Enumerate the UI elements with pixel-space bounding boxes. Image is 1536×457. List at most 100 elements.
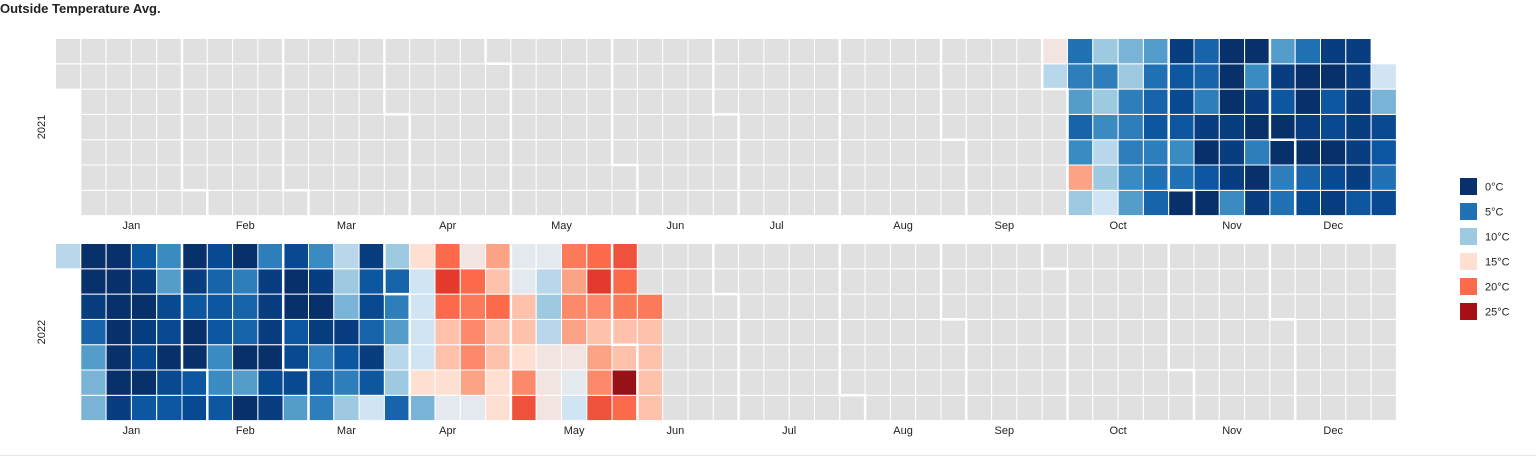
day-cell [1193, 268, 1220, 295]
day-cell [712, 139, 740, 166]
day-cell [864, 243, 891, 270]
day-cells [55, 243, 1397, 422]
day-cell [738, 113, 765, 141]
day-cell [1269, 38, 1296, 65]
day-cell [889, 63, 917, 90]
day-cell [383, 88, 411, 115]
day-cell [712, 318, 740, 346]
day-cell [889, 369, 917, 396]
day-cell [1244, 394, 1271, 422]
day-cell [687, 88, 714, 115]
day-cell [485, 88, 512, 115]
day-cell [485, 63, 512, 90]
day-cell [409, 344, 436, 371]
day-cell [1168, 88, 1195, 115]
day-cell [940, 139, 967, 166]
day-cell [1244, 344, 1271, 371]
day-cell [788, 268, 816, 295]
day-cell [333, 394, 360, 422]
day-cell [206, 88, 234, 115]
month-boundary [712, 243, 740, 421]
day-cell [712, 293, 740, 320]
day-cell [1016, 344, 1043, 371]
day-cell [434, 88, 461, 115]
day-cell [358, 164, 385, 191]
day-cell [80, 344, 107, 371]
day-cell [915, 38, 942, 65]
day-cell [358, 139, 385, 166]
day-cell [1269, 293, 1296, 320]
day-cell [308, 189, 335, 217]
day-cell [156, 88, 183, 115]
day-cell [1168, 164, 1195, 191]
day-cell [611, 268, 638, 295]
day-cell [738, 38, 765, 65]
day-cell [814, 139, 841, 166]
day-cell [788, 394, 816, 422]
day-cell [383, 318, 411, 346]
day-cell [1370, 164, 1397, 191]
day-cell [687, 318, 714, 346]
day-cell [1370, 63, 1397, 90]
day-cell [80, 139, 107, 166]
month-labels: Jan Feb Mar Apr May Jun Jul Aug Sep Oct Nov Dec [123, 425, 1344, 437]
month-boundary [1268, 243, 1297, 421]
day-cell [206, 268, 234, 295]
month-boundary [1167, 243, 1196, 421]
day-cell [814, 369, 841, 396]
day-cell [1218, 189, 1246, 217]
day-cell [232, 113, 259, 141]
day-cell [130, 164, 158, 191]
day-cell [80, 318, 107, 346]
day-cell [485, 164, 512, 191]
day-cell [1041, 293, 1068, 320]
day-cell [1269, 394, 1296, 422]
day-cell [1218, 88, 1246, 115]
day-cell [1193, 113, 1220, 141]
day-cell [814, 344, 841, 371]
day-cell [889, 189, 917, 217]
day-cell [485, 113, 512, 141]
day-cell [561, 139, 588, 166]
month-label: Sep [995, 220, 1015, 232]
day-cell [940, 369, 967, 396]
day-cell [485, 344, 512, 371]
month-boundary [939, 38, 968, 216]
day-cell [485, 318, 512, 346]
day-cell [940, 394, 967, 422]
month-boundary [180, 38, 209, 216]
day-cell [459, 268, 487, 295]
day-cell [1168, 139, 1195, 166]
day-cell [662, 243, 689, 270]
day-cell [814, 88, 841, 115]
day-cell [535, 164, 563, 191]
day-cell [561, 164, 588, 191]
day-cell [459, 164, 487, 191]
day-cell [864, 394, 891, 422]
day-cell [738, 344, 765, 371]
day-cell [1370, 293, 1397, 320]
day-cell [611, 113, 638, 141]
day-cell [358, 63, 385, 90]
month-label: Dec [1323, 220, 1343, 232]
day-cell [1244, 63, 1271, 90]
day-cell [1067, 394, 1094, 422]
day-cell [839, 164, 866, 191]
day-cell [662, 369, 689, 396]
day-cell [409, 268, 436, 295]
day-cell [1193, 243, 1220, 270]
day-cell [409, 394, 436, 422]
day-cell [1244, 243, 1271, 270]
day-cell [282, 88, 310, 115]
day-cell [889, 293, 917, 320]
day-cell [915, 63, 942, 90]
day-cell [1067, 344, 1094, 371]
day-cell [1193, 139, 1220, 166]
day-cell [1345, 88, 1372, 115]
day-cell [1370, 88, 1397, 115]
day-cell [333, 344, 360, 371]
day-cell [864, 293, 891, 320]
day-cell [535, 113, 563, 141]
day-cell [1016, 243, 1043, 270]
day-cell [763, 63, 790, 90]
